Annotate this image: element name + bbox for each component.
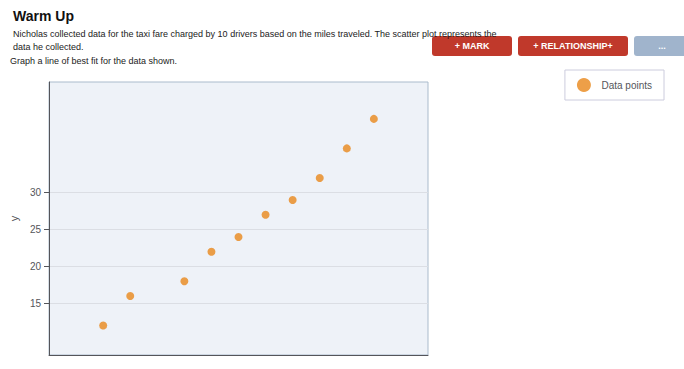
svg-text:30: 30: [30, 187, 42, 198]
svg-text:Graph a line of best fit for t: Graph a line of best fit for the data sh…: [10, 56, 177, 66]
svg-text:...: ...: [658, 41, 666, 51]
svg-text:20: 20: [30, 261, 42, 272]
svg-text:+ MARK: + MARK: [455, 41, 490, 51]
svg-text:y: y: [8, 215, 20, 221]
svg-text:data he collected.: data he collected.: [13, 42, 84, 52]
svg-text:25: 25: [30, 224, 42, 235]
svg-text:Warm Up: Warm Up: [13, 8, 74, 24]
svg-text:Data points: Data points: [601, 80, 652, 91]
svg-text:+ RELATIONSHIP+: + RELATIONSHIP+: [533, 41, 612, 51]
svg-text:15: 15: [30, 298, 42, 309]
svg-text:Nicholas collected data for th: Nicholas collected data for the taxi far…: [13, 29, 497, 39]
